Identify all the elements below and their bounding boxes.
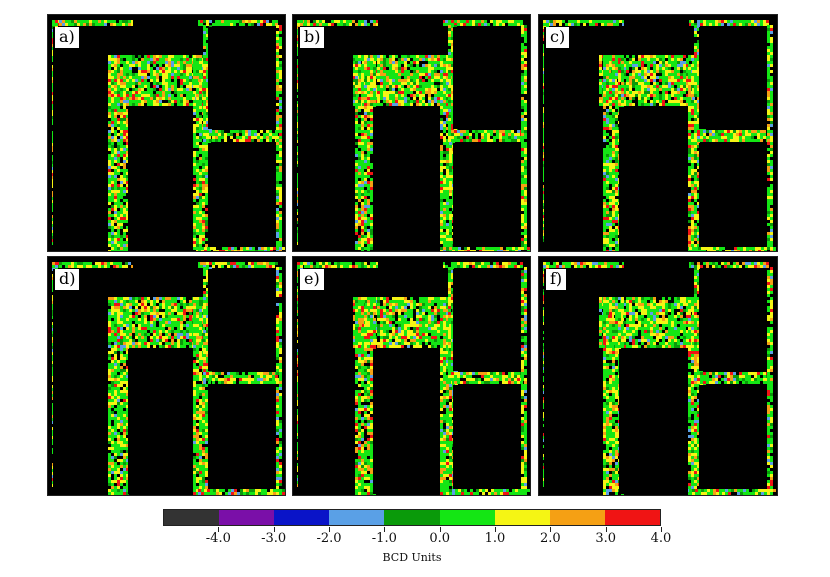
room-no-data (53, 27, 103, 251)
panel-label: c) (546, 27, 570, 48)
corridor-region (521, 25, 527, 250)
colorbar-title: BCD Units (382, 551, 442, 564)
room-no-data (133, 262, 198, 297)
room-no-data (699, 27, 765, 129)
corridor-region (689, 247, 776, 251)
colorbar-segment (439, 510, 495, 525)
corridor-region (448, 372, 523, 384)
colorbar-tick-label: 3.0 (595, 531, 616, 546)
room-no-data (298, 269, 348, 495)
room-no-data (453, 27, 519, 129)
map-panel-d: d) (47, 256, 286, 496)
corridor-region (521, 267, 527, 492)
panel-label: a) (55, 27, 79, 48)
room-no-data (378, 20, 443, 55)
bcd-heatmap (52, 20, 285, 251)
colorbar-segment (219, 510, 275, 525)
panel-label: e) (300, 269, 324, 290)
map-panel-c: c) (538, 14, 778, 252)
colorbar-segment (494, 510, 550, 525)
room-no-data (544, 269, 594, 495)
colorbar (163, 509, 661, 526)
corridor-region (599, 297, 695, 348)
colorbar-tick (495, 527, 496, 532)
panel-label: d) (55, 269, 80, 290)
room-no-data (624, 20, 689, 55)
corridor-region (276, 267, 282, 492)
colorbar-tick (550, 527, 552, 532)
colorbar-tick-label: 0.0 (429, 531, 450, 546)
map-panel-b: b) (292, 14, 531, 252)
room-no-data (699, 269, 765, 371)
room-no-data (453, 269, 519, 371)
room-no-data (378, 262, 443, 297)
colorbar-segment (329, 510, 385, 525)
colorbar-tick-label: 1.0 (484, 531, 506, 546)
room-no-data (53, 269, 103, 495)
bcd-heatmap (297, 20, 530, 251)
corridor-region (203, 130, 278, 142)
room-no-data (619, 349, 683, 494)
map-panel-e: e) (292, 256, 531, 496)
colorbar-tick (605, 527, 607, 532)
colorbar-tick (384, 527, 386, 532)
room-no-data (373, 349, 437, 494)
room-no-data (208, 385, 274, 489)
colorbar-tick (329, 527, 330, 532)
corridor-region (767, 25, 773, 250)
colorbar-tick-label: 4.0 (650, 531, 672, 546)
room-no-data (699, 385, 765, 489)
colorbar-tick (439, 527, 441, 532)
colorbar-tick (661, 527, 662, 532)
colorbar-tick-label: -4.0 (205, 531, 231, 546)
corridor-region (203, 372, 278, 384)
colorbar-tick (218, 527, 220, 532)
corridor-region (694, 130, 769, 142)
room-no-data (373, 107, 437, 251)
room-no-data (128, 107, 192, 251)
colorbar-tick-label: 2.0 (539, 531, 561, 546)
map-panel-a: a) (47, 14, 286, 252)
room-no-data (544, 27, 594, 251)
room-no-data (208, 269, 274, 371)
room-no-data (453, 385, 519, 489)
corridor-region (108, 55, 129, 251)
room-no-data (699, 143, 765, 247)
room-no-data (128, 349, 192, 494)
room-no-data (208, 27, 274, 129)
bcd-heatmap (543, 20, 776, 251)
colorbar-segment (164, 510, 220, 525)
colorbar-tick-label: -2.0 (316, 531, 342, 546)
room-no-data (619, 107, 683, 251)
colorbar-tick-label: -1.0 (371, 531, 397, 546)
room-no-data (624, 262, 689, 297)
colorbar-segment (274, 510, 330, 525)
room-no-data (298, 27, 348, 251)
corridor-region (276, 25, 282, 250)
colorbar-segment (384, 510, 440, 525)
panel-label: b) (300, 27, 325, 48)
bcd-heatmap (543, 262, 776, 495)
corridor-region (198, 247, 285, 251)
map-panel-f: f) (538, 256, 778, 496)
corridor-region (108, 55, 204, 106)
colorbar-tick-label: -3.0 (261, 531, 287, 546)
panel-label: f) (546, 269, 567, 290)
corridor-region (448, 130, 523, 142)
colorbar-segment (604, 510, 660, 525)
corridor-region (767, 267, 773, 492)
room-no-data (453, 143, 519, 247)
bcd-heatmap (297, 262, 530, 495)
corridor-region (443, 247, 530, 251)
bcd-heatmap (52, 262, 285, 495)
corridor-region (198, 489, 285, 495)
room-no-data (133, 20, 198, 55)
room-no-data (208, 143, 274, 247)
corridor-region (689, 489, 776, 495)
corridor-region (108, 297, 129, 495)
corridor-region (443, 489, 530, 495)
colorbar-segment (549, 510, 605, 525)
colorbar-tick (273, 527, 275, 532)
